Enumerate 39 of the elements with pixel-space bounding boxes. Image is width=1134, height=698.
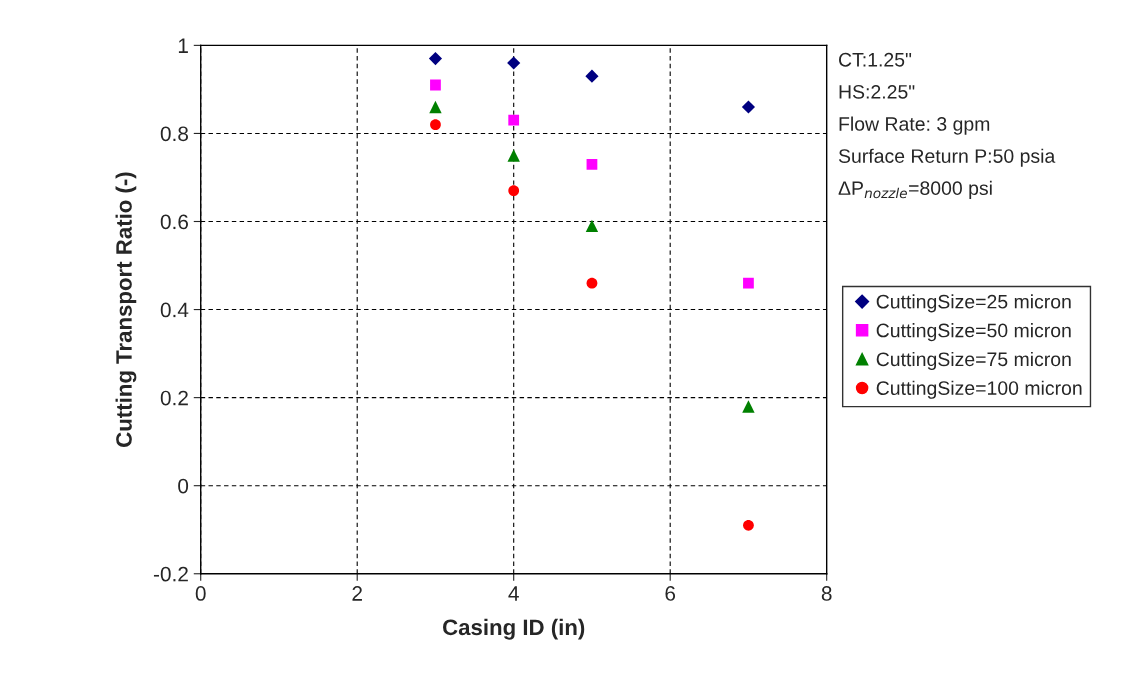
point bbox=[430, 119, 441, 131]
y-tick-label: 1 bbox=[178, 38, 188, 53]
point bbox=[586, 277, 598, 289]
point bbox=[743, 519, 754, 531]
point bbox=[743, 277, 754, 289]
legend-label: CuttingSize=50 micron bbox=[876, 323, 1071, 342]
y-tick-label: 0.2 bbox=[160, 390, 188, 406]
text: ΔP$_{nozzle}$=8000 psi bbox=[838, 180, 992, 199]
point bbox=[430, 79, 441, 91]
text: Flow Rate: 3 gpm bbox=[839, 116, 990, 135]
point bbox=[508, 185, 520, 197]
point bbox=[741, 100, 756, 114]
y-tick-label: 0.4 bbox=[160, 302, 189, 318]
point bbox=[585, 219, 599, 233]
legend-label: CuttingSize=25 micron bbox=[876, 294, 1071, 313]
point bbox=[586, 158, 598, 170]
text: HS:2.25" bbox=[839, 84, 915, 99]
y-tick-label: 0.6 bbox=[160, 214, 188, 230]
y-tick-label: -0.2 bbox=[153, 566, 188, 582]
point bbox=[428, 51, 443, 66]
x-tick-label: 2 bbox=[352, 586, 362, 601]
y-tick-label: 0.8 bbox=[160, 126, 189, 142]
text: Surface Return P:50 psia bbox=[838, 148, 1056, 167]
point bbox=[585, 69, 599, 83]
legend-label: CuttingSize=75 micron bbox=[876, 351, 1071, 371]
y-axis-title: Cutting Transport Ratio (-) bbox=[115, 172, 137, 447]
x-tick-label: 4 bbox=[508, 586, 519, 601]
point bbox=[429, 100, 442, 114]
x-tick-label: 8 bbox=[821, 586, 832, 601]
x-tick-label: 0 bbox=[195, 586, 206, 601]
x-tick-label: 6 bbox=[665, 586, 676, 601]
point bbox=[507, 149, 520, 162]
y-tick-label: 0 bbox=[178, 478, 189, 494]
point bbox=[507, 56, 521, 70]
text: CT:1.25" bbox=[839, 52, 912, 67]
point bbox=[742, 400, 755, 413]
legend-label: CuttingSize=100 micron bbox=[876, 380, 1082, 399]
x-axis-title: Casing ID (in) bbox=[443, 618, 585, 640]
point bbox=[508, 114, 520, 126]
